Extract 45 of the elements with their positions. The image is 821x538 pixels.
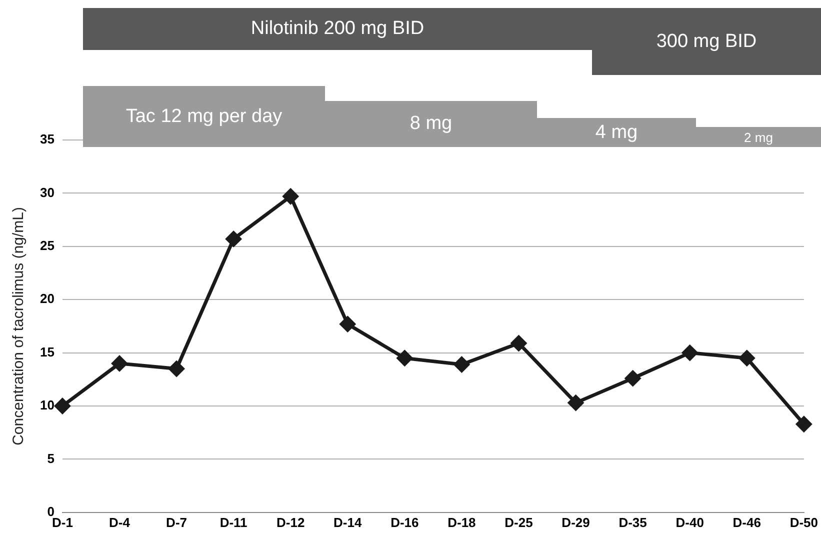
point: [54, 398, 70, 414]
dose-block: Nilotinib 200 mg BID: [83, 8, 592, 50]
x-tick-label: D-29: [562, 514, 590, 530]
x-tick-label: D-25: [504, 514, 533, 530]
x-tick-label: D-11: [220, 514, 248, 530]
y-tick-label: 35: [40, 132, 54, 147]
point: [168, 361, 184, 377]
x-tick-label: D-46: [732, 514, 761, 530]
y-tick-label: 25: [40, 238, 54, 253]
dose-block: 2 mg: [696, 127, 821, 147]
x-tick-label: D-40: [676, 514, 704, 530]
x-tick-label: D-12: [276, 514, 305, 530]
x-tick-label: D-4: [109, 514, 131, 530]
point: [510, 335, 526, 351]
annotation: 4 mg: [595, 122, 638, 144]
point: [682, 345, 698, 361]
x-tick-label: D-16: [390, 514, 419, 530]
x-tick-label: D-18: [448, 514, 476, 530]
dose-block: 300 mg BID: [592, 8, 821, 75]
point: [282, 188, 298, 204]
x-tick-label: D-14: [334, 514, 362, 530]
point: [340, 316, 356, 332]
y-tick-label: 20: [40, 291, 54, 306]
x-tick-label: D-35: [618, 514, 647, 530]
x-tick-label: D-7: [166, 514, 188, 530]
y-tick-label: 30: [40, 184, 54, 200]
point: [454, 356, 470, 372]
point: [396, 350, 412, 366]
point: [226, 231, 242, 247]
x-tick-label: D-1: [52, 514, 73, 530]
point: [568, 395, 584, 411]
dose-block: 4 mg: [537, 118, 696, 147]
point: [625, 370, 641, 386]
point: [796, 416, 812, 432]
y-tick-label: 5: [47, 450, 54, 466]
point: [739, 350, 755, 366]
dose-block: Tac 12 mg per day: [83, 86, 325, 147]
y-axis-title: Concentration of tacrolimus (ng/mL): [10, 206, 28, 446]
point: [112, 356, 128, 372]
y-tick-label: 10: [40, 398, 54, 413]
y-tick-label: 15: [40, 344, 54, 360]
x-tick-label: D-50: [790, 514, 818, 530]
dose-block: 8 mg: [325, 101, 537, 147]
y-tick-label: 0: [47, 504, 54, 519]
annotation: 2 mg: [744, 130, 773, 144]
